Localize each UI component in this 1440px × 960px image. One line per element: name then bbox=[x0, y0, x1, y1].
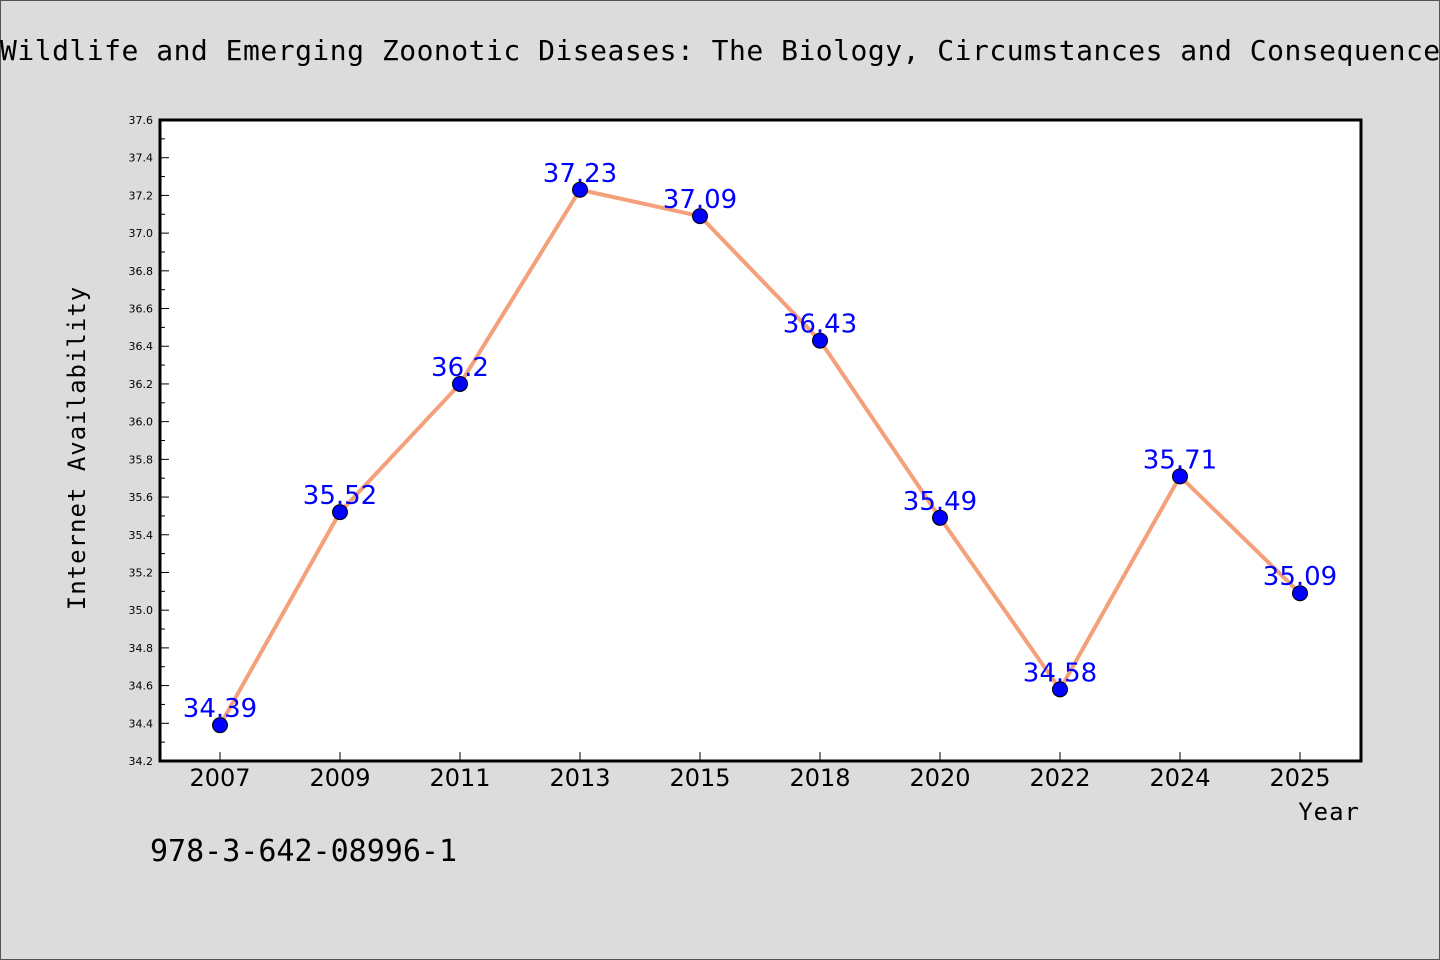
data-point bbox=[212, 717, 228, 734]
y-tick-label: 34.8 bbox=[129, 642, 154, 655]
y-tick-label: 35.2 bbox=[129, 566, 154, 579]
isbn-label: 978-3-642-08996-1 bbox=[150, 834, 458, 869]
data-point bbox=[692, 208, 708, 225]
y-tick-label: 37.0 bbox=[129, 227, 154, 240]
y-tick-label: 35.6 bbox=[129, 491, 154, 504]
plot-area bbox=[158, 118, 1363, 763]
data-label: 35.09 bbox=[1263, 562, 1337, 592]
x-tick-label: 2013 bbox=[549, 764, 610, 792]
data-label: 36.2 bbox=[431, 353, 489, 383]
data-label: 37.09 bbox=[663, 185, 737, 215]
x-axis-label: Year bbox=[1298, 798, 1360, 826]
x-tick-label: 2018 bbox=[789, 764, 850, 792]
data-point bbox=[332, 504, 348, 521]
x-tick-label: 2024 bbox=[1149, 764, 1210, 792]
y-tick-label: 34.6 bbox=[129, 680, 154, 693]
data-point bbox=[572, 181, 588, 198]
y-axis-label: Internet Availability bbox=[63, 286, 91, 610]
y-tick-label: 36.0 bbox=[129, 416, 154, 429]
y-tick-label: 37.4 bbox=[129, 152, 154, 165]
y-axis: 34.2 34.4 34.6 34.8 35.0 35.2 35.4 35.6 35.8 36.0… bbox=[129, 114, 169, 768]
x-tick-label: 2011 bbox=[429, 764, 490, 792]
data-point bbox=[452, 375, 468, 392]
x-tick-label: 2022 bbox=[1029, 764, 1090, 792]
y-tick-label: 34.2 bbox=[129, 755, 154, 768]
data-label: 34.58 bbox=[1023, 658, 1097, 688]
x-axis: 2007 2009 2011 2013 2015 2018 2020 2022 2024 2025 bbox=[189, 752, 1331, 792]
y-tick-label: 34.4 bbox=[129, 717, 154, 730]
chart-title: Wildlife and Emerging Zoonotic Diseases:… bbox=[0, 34, 1440, 67]
y-tick-label: 36.2 bbox=[129, 378, 154, 391]
markers bbox=[212, 181, 1308, 734]
data-point bbox=[1172, 468, 1188, 485]
y-tick-label: 36.6 bbox=[129, 303, 154, 316]
data-point bbox=[812, 332, 828, 349]
x-tick-label: 2025 bbox=[1269, 764, 1330, 792]
data-point bbox=[1292, 585, 1308, 602]
x-tick-label: 2007 bbox=[189, 764, 250, 792]
y-tick-label: 35.8 bbox=[129, 453, 154, 466]
data-label: 35.71 bbox=[1143, 445, 1217, 475]
y-tick-label: 36.8 bbox=[129, 265, 154, 278]
data-label: 36.43 bbox=[783, 310, 857, 340]
y-tick-label: 36.4 bbox=[129, 340, 154, 353]
series-line bbox=[218, 187, 1302, 727]
x-tick-label: 2009 bbox=[309, 764, 370, 792]
x-tick-label: 2020 bbox=[909, 764, 970, 792]
y-tick-label: 37.2 bbox=[129, 189, 154, 202]
data-label: 35.49 bbox=[903, 487, 977, 517]
data-label: 37.23 bbox=[543, 159, 617, 189]
y-tick-label: 35.4 bbox=[129, 529, 154, 542]
y-tick-label: 37.6 bbox=[129, 114, 154, 127]
x-tick-label: 2015 bbox=[669, 764, 730, 792]
y-tick-label: 35.0 bbox=[129, 604, 154, 617]
data-label: 35.52 bbox=[303, 481, 377, 511]
data-label: 34.39 bbox=[183, 694, 257, 724]
data-labels: 34.39 35.52 36.2 37.23 37.09 36.43 35.49 34.58 3… bbox=[183, 159, 1337, 724]
data-point bbox=[932, 509, 948, 526]
data-point bbox=[1052, 681, 1068, 698]
